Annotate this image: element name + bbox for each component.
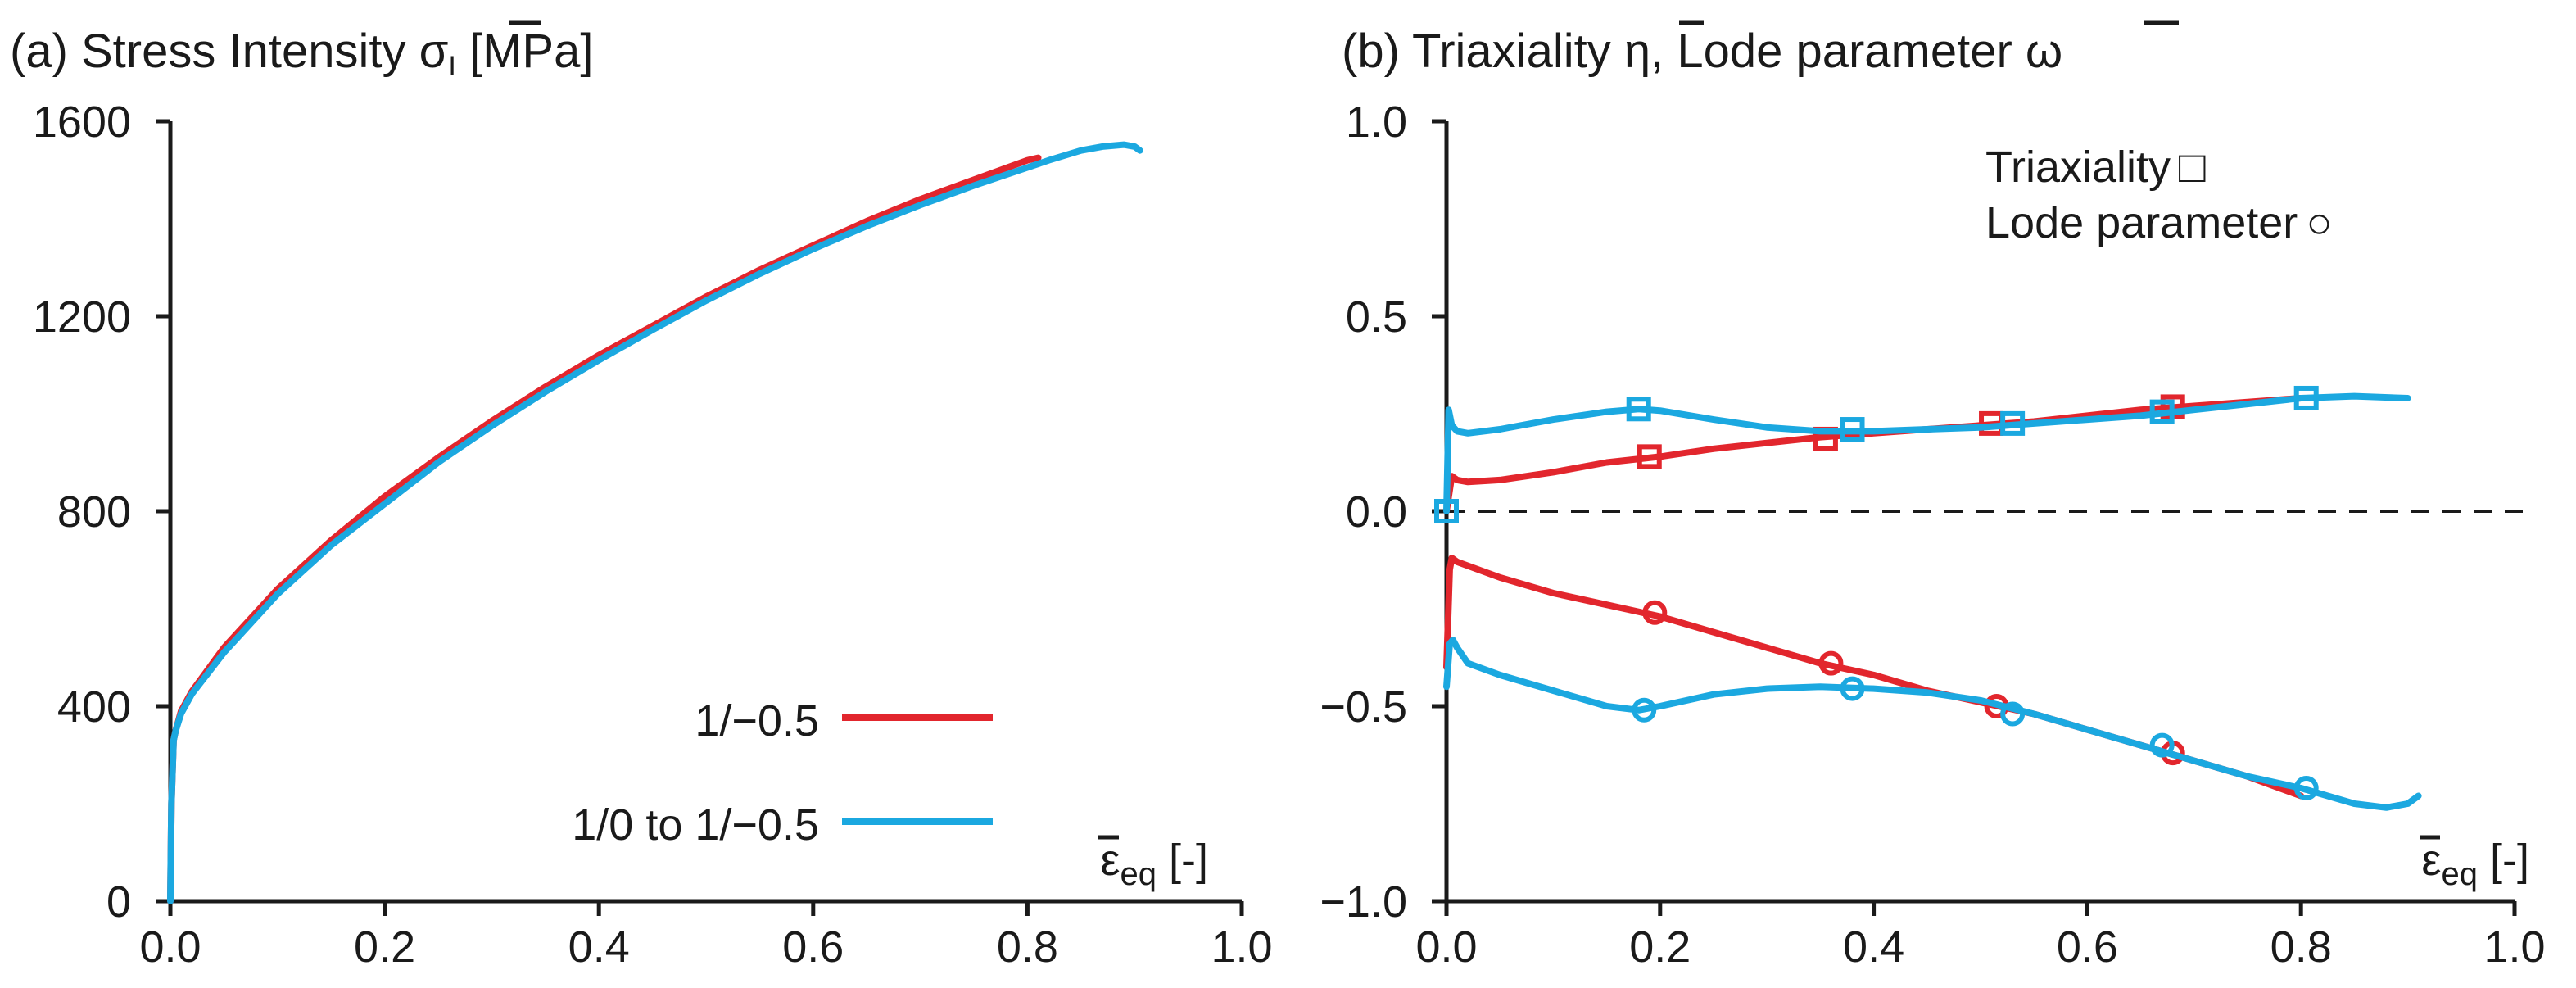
x-tick-label: 0.2	[1629, 922, 1691, 972]
y-tick-label: 1.0	[1346, 97, 1407, 147]
y-tick-label: −1.0	[1320, 877, 1407, 927]
y-tick-label: 0	[106, 877, 131, 927]
circle-marker	[2293, 775, 2319, 800]
legend-b-circle-marker: ○	[2306, 198, 2333, 247]
circle-marker	[2149, 732, 2175, 758]
y-tick-label: 0.0	[1346, 487, 1407, 537]
legend-a-label-2: 1/0 to 1/−0.5	[572, 800, 819, 850]
panel-b-title-middle: , Lode parameter	[1650, 25, 2026, 78]
legend-a-label-1: 1/−0.5	[695, 696, 819, 746]
square-marker	[1434, 499, 1459, 523]
panel-b-title-eta: η	[1624, 25, 1650, 78]
panel-a-xlabel-unit: [-]	[1157, 836, 1208, 885]
x-tick-label: 0.0	[1415, 922, 1477, 972]
x-tick-label: 0.8	[997, 922, 1058, 972]
square-marker	[2293, 385, 2319, 410]
panel-b-xlabel-symbol: ε	[2421, 836, 2441, 885]
circle-marker	[1840, 676, 1865, 701]
x-tick-label: 0.4	[1843, 922, 1904, 972]
panel-b-series	[1434, 385, 2422, 811]
square-marker	[2000, 410, 2026, 436]
series-line-4	[1443, 637, 2422, 811]
x-tick-label: 1.0	[2483, 922, 2545, 972]
square-marker	[2149, 399, 2175, 424]
circle-marker	[1632, 697, 1657, 723]
square-marker	[1626, 397, 1651, 422]
panel-b-xlabel-sub: eq	[2442, 856, 2479, 892]
x-tick-label: 0.6	[782, 922, 844, 972]
circle-marker	[1818, 650, 1844, 676]
x-tick-label: 0.2	[354, 922, 415, 972]
y-tick-label: 0.5	[1346, 292, 1407, 342]
panel-a-xlabel-symbol: ε	[1100, 836, 1120, 885]
panel-b-ticks: 0.0 0.2 0.4 0.6 0.8 1.0 −1.0 −0.5 0.0 0.5 1.0	[1320, 97, 2545, 972]
series-line-2	[1443, 392, 2411, 514]
panel-b-title-omega: ω	[2026, 25, 2062, 78]
x-tick-label: 0.0	[139, 922, 201, 972]
y-tick-label: 400	[57, 682, 131, 732]
circle-marker	[2000, 701, 2026, 727]
panel-a-title-sub: I	[448, 51, 455, 82]
x-tick-label: 1.0	[1211, 922, 1272, 972]
square-marker	[1637, 444, 1662, 469]
panel-a-title-suffix: [MPa]	[456, 25, 594, 78]
legend-b-triaxiality: Triaxiality □	[1985, 143, 2206, 192]
series-line-1	[1443, 395, 2305, 514]
panel-a-title-symbol: σ	[419, 25, 449, 78]
legend-b-lode-label: Lode parameter	[1985, 198, 2298, 247]
panel-a-axes	[168, 121, 1242, 904]
panel-b-title: (b) Triaxiality η, Lode parameter ω	[1342, 25, 2062, 78]
panel-a-title-prefix: (a) Stress Intensity	[10, 25, 419, 78]
square-marker	[1840, 417, 1865, 442]
x-tick-label: 0.4	[568, 922, 630, 972]
panel-a-stress-intensity: (a) Stress Intensity σI [MPa] 0.0 0.2 0.4 0…	[10, 20, 1273, 972]
x-tick-label: 0.6	[2057, 922, 2118, 972]
y-tick-label: 1200	[33, 292, 131, 342]
panel-a-series	[167, 141, 1143, 904]
series-line-2	[167, 141, 1143, 904]
panel-b-xlabel: εeq [-]	[2421, 836, 2529, 892]
panel-a-xlabel-sub: eq	[1120, 856, 1157, 892]
panel-a-xlabel: εeq [-]	[1100, 836, 1208, 892]
series-line-3	[1443, 555, 2305, 800]
panel-a-legend: 1/−0.5 1/0 to 1/−0.5	[572, 696, 993, 850]
panel-b-xlabel-unit: [-]	[2478, 836, 2529, 885]
y-tick-label: 1600	[33, 97, 131, 147]
legend-b-lode: Lode parameter ○	[1985, 198, 2333, 247]
panel-b-triaxiality-lode: (b) Triaxiality η, Lode parameter ω 0.0 0…	[1320, 20, 2546, 972]
series-line-1	[167, 154, 1042, 904]
circle-marker	[1642, 600, 1668, 625]
x-tick-label: 0.8	[2270, 922, 2332, 972]
panel-a-ticks: 0.0 0.2 0.4 0.6 0.8 1.0 0 400 800 1200 1600	[33, 97, 1273, 972]
legend-b-square-marker: □	[2179, 143, 2206, 192]
legend-b-triaxiality-label: Triaxiality	[1985, 143, 2171, 192]
y-tick-label: −0.5	[1320, 682, 1407, 732]
panel-b-title-prefix: (b) Triaxiality	[1342, 25, 1624, 78]
panel-b-legend: Triaxiality □ Lode parameter ○	[1985, 143, 2333, 247]
y-tick-label: 800	[57, 487, 131, 537]
panel-a-title: (a) Stress Intensity σI [MPa]	[10, 25, 593, 82]
